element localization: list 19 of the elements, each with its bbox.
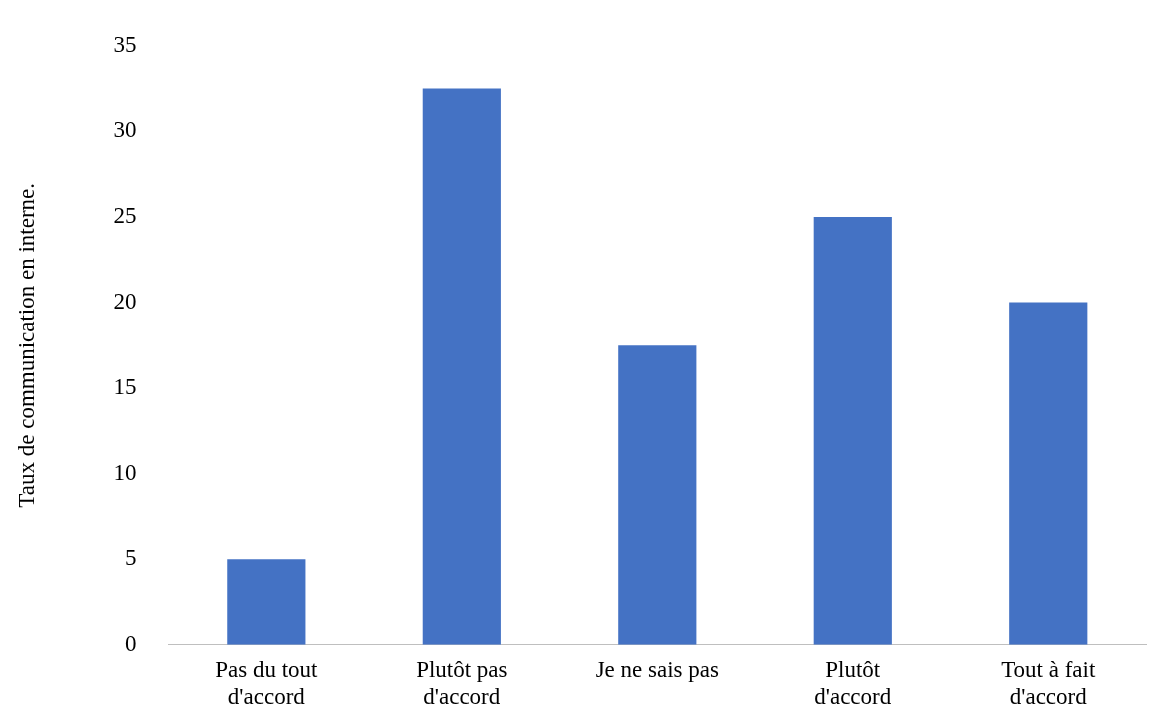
y-tick-label: 15: [113, 374, 137, 400]
y-tick-label: 30: [113, 117, 137, 143]
y-tick-label: 0: [125, 630, 137, 656]
y-tick-label: 5: [125, 545, 137, 571]
x-tick-label: Plutôt d'accord: [814, 656, 892, 710]
x-tick-label: Plutôt pas d'accord: [416, 656, 508, 710]
y-tick-label: 20: [113, 288, 137, 314]
bar: [422, 88, 501, 645]
y-tick-label: 25: [113, 202, 137, 228]
bar: [618, 345, 697, 645]
x-tick-label: Pas du tout d'accord: [215, 656, 319, 710]
bar: [813, 216, 892, 645]
bar: [1009, 302, 1088, 645]
y-tick-label: 10: [113, 459, 137, 485]
bar: [227, 559, 306, 645]
y-tick-label: 35: [113, 31, 137, 57]
x-tick-label: Je ne sais pas: [595, 656, 719, 682]
y-axis-title: Taux de communication en interne.: [13, 182, 39, 508]
x-tick-label: Tout à fait d'accord: [1001, 656, 1096, 710]
